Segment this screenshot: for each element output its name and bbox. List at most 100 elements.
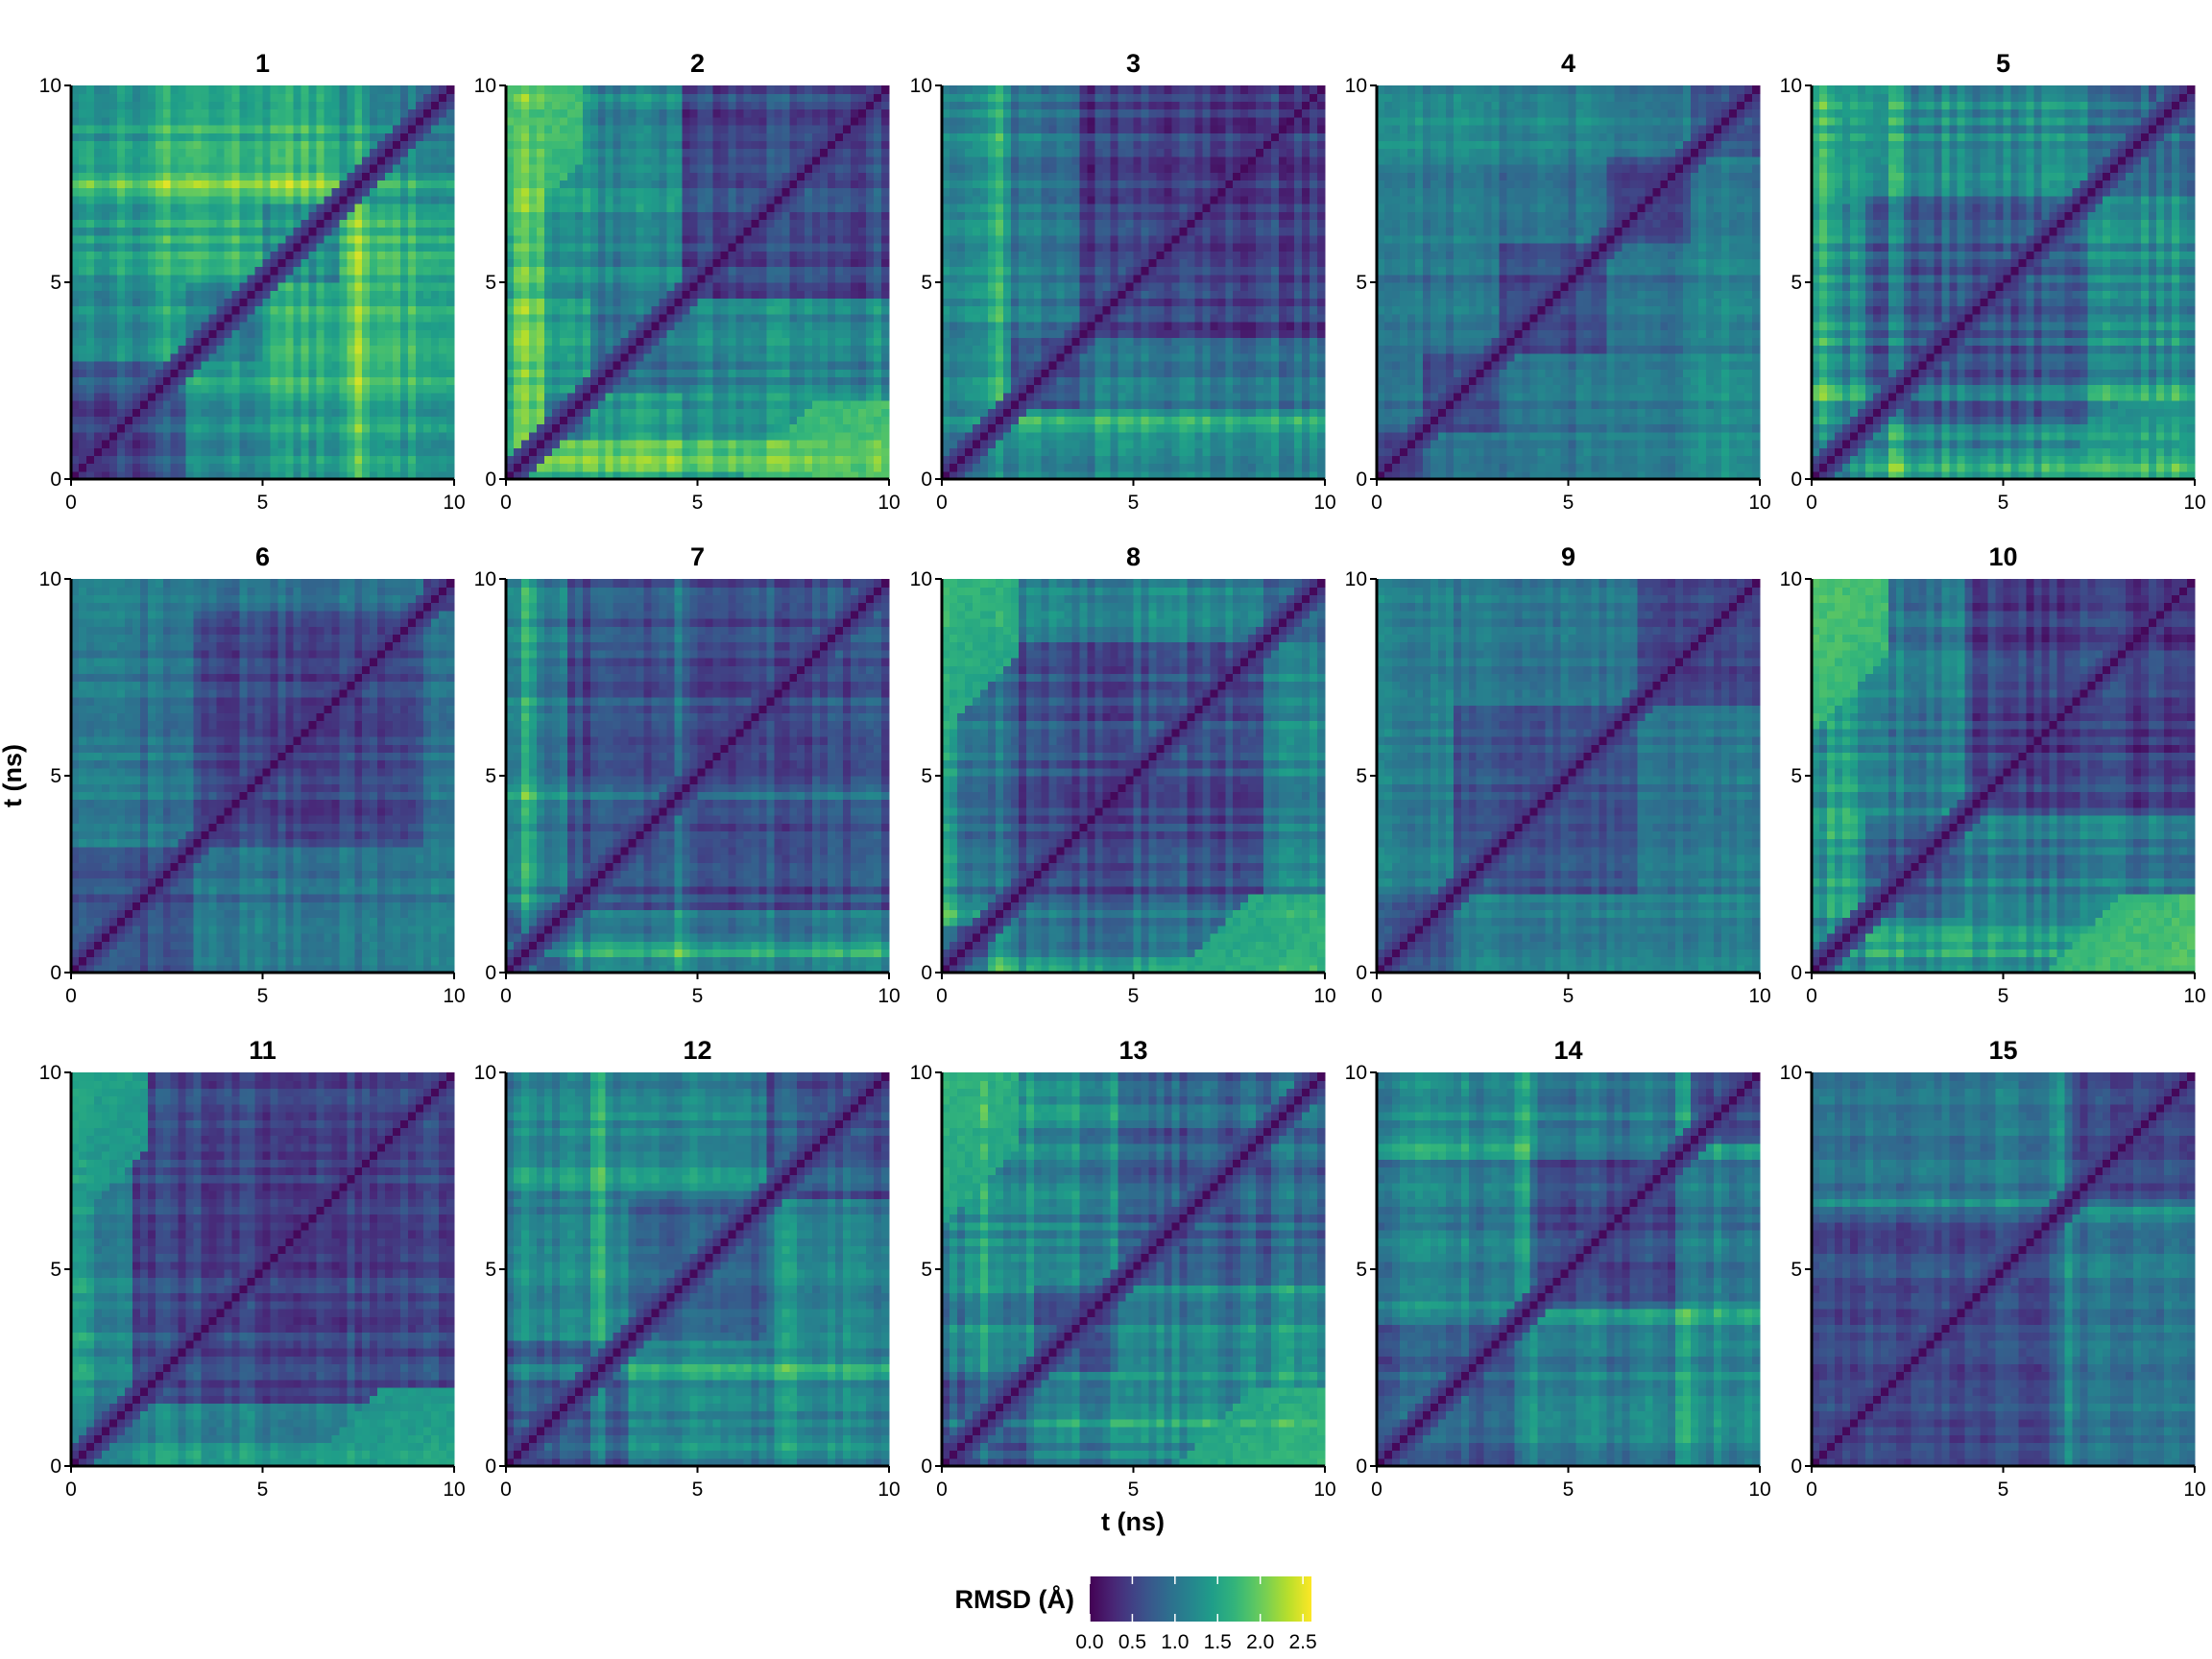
heatmap-cell [270, 298, 278, 306]
heatmap-cell [255, 329, 264, 338]
heatmap-cell [202, 93, 210, 102]
heatmap-cell [109, 85, 118, 94]
heatmap-cell [79, 290, 87, 299]
heatmap-cell [132, 235, 141, 244]
heatmap-cell [132, 322, 141, 330]
heatmap-cell [117, 228, 126, 236]
heatmap-cell [370, 172, 378, 180]
heatmap-cell [79, 117, 87, 126]
heatmap-cell [439, 464, 447, 472]
heatmap-cell [140, 447, 149, 456]
heatmap-cell [140, 140, 149, 149]
heatmap-cell [423, 211, 432, 220]
heatmap-cell [156, 267, 164, 276]
heatmap-cell [446, 346, 455, 354]
heatmap-cell [347, 93, 355, 102]
heatmap-cell [431, 361, 440, 370]
heatmap-cell [225, 101, 233, 109]
heatmap-cell [339, 180, 348, 188]
heatmap-cell [125, 314, 133, 323]
heatmap-cell [324, 125, 332, 133]
heatmap-cell [439, 447, 447, 456]
heatmap-cell [232, 400, 241, 409]
heatmap-cell [370, 267, 378, 276]
heatmap-cell [362, 432, 371, 441]
heatmap-cell [186, 267, 195, 276]
heatmap-cell [339, 204, 348, 212]
heatmap-cell [370, 109, 378, 118]
heatmap-cell [125, 267, 133, 276]
heatmap-cell [393, 455, 401, 464]
heatmap-cell [148, 432, 156, 441]
heatmap-cell [423, 204, 432, 212]
heatmap-cell [232, 353, 241, 362]
heatmap-cell [194, 219, 203, 228]
heatmap-cell [339, 243, 348, 252]
heatmap-cell [86, 258, 95, 267]
heatmap-cell [370, 408, 378, 417]
heatmap-cell [148, 322, 156, 330]
heatmap-cell [431, 455, 440, 464]
heatmap-cell [163, 337, 172, 346]
heatmap-cell [416, 251, 424, 259]
heatmap-cell [225, 432, 233, 441]
heatmap-cell [79, 337, 87, 346]
heatmap-cell [277, 329, 286, 338]
heatmap-cell [339, 408, 348, 417]
heatmap-cell [209, 314, 218, 323]
heatmap-cell [423, 440, 432, 448]
heatmap-cell [132, 85, 141, 94]
heatmap-cell [331, 314, 340, 323]
heatmap-cell [377, 361, 386, 370]
heatmap-cell [140, 346, 149, 354]
heatmap-cell [293, 432, 301, 441]
heatmap-cell [232, 298, 241, 306]
heatmap-cell [308, 251, 317, 259]
heatmap-cell [431, 447, 440, 456]
heatmap-cell [362, 408, 371, 417]
heatmap-cell [186, 172, 195, 180]
heatmap-cell [156, 314, 164, 323]
heatmap-cell [408, 211, 417, 220]
heatmap-cell [117, 132, 126, 141]
heatmap-cell [156, 109, 164, 118]
heatmap-cell [416, 125, 424, 133]
heatmap-cell [94, 117, 103, 126]
heatmap-cell [171, 93, 180, 102]
heatmap-cell [217, 376, 226, 385]
heatmap-cell [439, 275, 447, 283]
heatmap-cell [263, 361, 272, 370]
heatmap-cell [255, 464, 264, 472]
heatmap-cell [324, 267, 332, 276]
heatmap-cell [408, 322, 417, 330]
heatmap-cell [285, 346, 294, 354]
heatmap-cell [225, 188, 233, 197]
heatmap-cell [94, 275, 103, 283]
heatmap-cell [285, 117, 294, 126]
heatmap-cell [148, 416, 156, 424]
heatmap-cell [255, 204, 264, 212]
heatmap-cell [308, 376, 317, 385]
heatmap-cell [202, 172, 210, 180]
heatmap-cell [186, 180, 195, 188]
heatmap-cell [263, 464, 272, 472]
heatmap-cell [94, 337, 103, 346]
heatmap-cell [408, 447, 417, 456]
heatmap-cell [117, 243, 126, 252]
heatmap-cell [225, 376, 233, 385]
heatmap-cell [240, 408, 249, 417]
heatmap-cell [179, 290, 187, 299]
heatmap-cell [102, 400, 110, 409]
heatmap-cell [324, 85, 332, 94]
heatmap-cell [439, 156, 447, 165]
heatmap-cell [308, 85, 317, 94]
heatmap-cell [431, 424, 440, 433]
heatmap-cell [263, 228, 272, 236]
heatmap-cell [109, 298, 118, 306]
heatmap-cell [263, 172, 272, 180]
heatmap-cell [140, 275, 149, 283]
heatmap-cell [362, 211, 371, 220]
heatmap-cell [240, 251, 249, 259]
heatmap-cell [385, 125, 394, 133]
heatmap-cell [446, 408, 455, 417]
